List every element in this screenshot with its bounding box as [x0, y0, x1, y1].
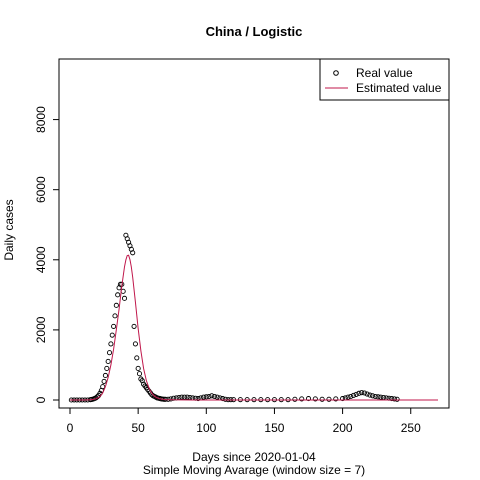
y-tick-label: 2000: [34, 316, 48, 343]
real-value-point: [372, 393, 378, 400]
y-tick-label: 8000: [34, 106, 48, 133]
legend-box: [319, 58, 450, 101]
y-tick-label: 4000: [34, 246, 48, 273]
real-value-point: [348, 393, 354, 400]
y-tick-label: 6000: [34, 176, 48, 203]
real-value-point: [350, 392, 357, 398]
chart-title: China / Logistic: [206, 24, 303, 39]
real-value-point: [121, 295, 128, 301]
real-value-point: [135, 365, 141, 372]
legend-label: Estimated value: [356, 81, 442, 95]
real-value-point: [115, 292, 121, 298]
real-value-point: [109, 332, 115, 338]
real-value-point: [319, 396, 325, 402]
real-value-point: [206, 393, 212, 400]
x-tick-label: 150: [264, 421, 284, 435]
real-value-point: [326, 396, 332, 402]
real-value-point: [353, 391, 359, 397]
real-value-point: [102, 372, 108, 379]
real-value-point: [132, 341, 138, 347]
real-value-point: [361, 390, 367, 396]
real-value-point: [359, 390, 365, 396]
chart-subtitle: Simple Moving Avarage (window size = 7): [143, 463, 365, 477]
x-tick-label: 50: [131, 421, 145, 435]
real-value-point: [305, 396, 312, 402]
real-value-point: [214, 394, 220, 400]
real-value-point: [370, 393, 376, 399]
estimated-value-line: [70, 254, 438, 401]
real-value-point: [195, 396, 201, 402]
real-value-point: [220, 396, 226, 402]
real-value-point: [211, 393, 218, 400]
real-value-point: [168, 396, 174, 402]
real-value-point: [375, 394, 381, 400]
real-value-point: [131, 323, 137, 329]
real-value-point: [389, 396, 395, 402]
real-value-point: [136, 371, 143, 377]
real-value-point: [101, 378, 107, 384]
real-value-point: [209, 393, 215, 399]
x-tick-label: 100: [196, 421, 216, 435]
series-layer: [68, 232, 438, 403]
real-value-point: [391, 396, 397, 402]
real-value-point: [171, 395, 177, 401]
real-value-point: [104, 365, 110, 372]
real-value-point: [112, 313, 118, 319]
real-value-point: [201, 394, 207, 400]
y-tick-label: 0: [34, 396, 48, 403]
real-value-point: [340, 396, 346, 402]
real-value-point: [184, 394, 190, 400]
real-value-point: [203, 394, 209, 400]
real-value-point: [111, 323, 117, 329]
x-tick-label: 250: [401, 421, 421, 435]
x-tick-label: 200: [333, 421, 353, 435]
real-value-point: [106, 350, 113, 356]
legend-label: Real value: [356, 66, 413, 80]
legend-point-symbol: [333, 70, 339, 76]
real-value-point: [292, 396, 298, 402]
real-value-point: [394, 396, 400, 402]
real-value-point: [181, 394, 188, 400]
real-value-point: [378, 394, 384, 400]
real-value-point: [367, 392, 373, 398]
x-tick-label: 0: [67, 421, 74, 435]
real-value-point: [356, 390, 362, 396]
real-value-point: [345, 394, 351, 400]
x-axis-label: Days since 2020-01-04: [192, 450, 316, 464]
real-value-point: [113, 302, 119, 308]
real-value-point: [134, 355, 140, 361]
real-value-point: [312, 396, 318, 402]
real-value-point: [299, 396, 305, 402]
real-value-point: [130, 250, 136, 256]
real-value-point: [364, 391, 370, 397]
real-value-point: [105, 358, 111, 364]
real-value-point: [108, 341, 114, 347]
real-value-point: [179, 394, 185, 400]
real-value-point: [333, 396, 339, 402]
real-value-point: [100, 384, 106, 390]
y-axis-label: Daily cases: [2, 199, 16, 260]
axes-layer: 0 50 100 150 200 250 0 2000 4000 6000 8000: [34, 106, 421, 435]
real-value-point: [222, 396, 228, 402]
